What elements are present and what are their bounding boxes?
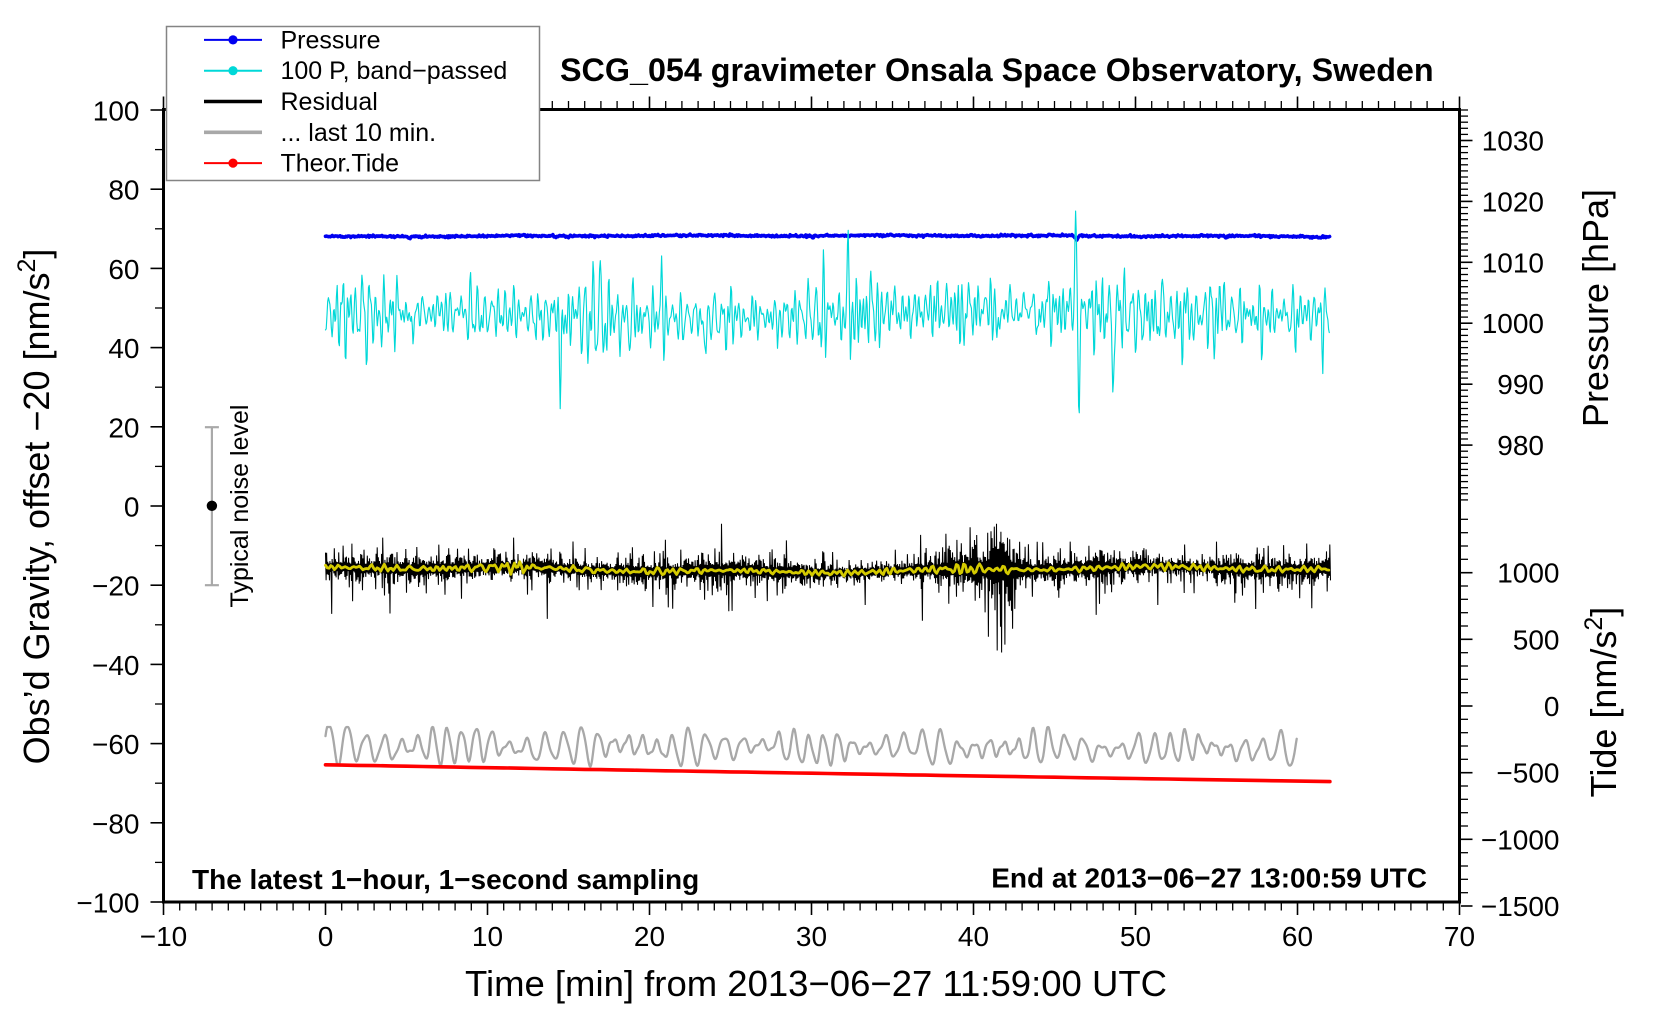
- svg-text:−60: −60: [92, 729, 140, 760]
- svg-text:0: 0: [124, 492, 140, 523]
- svg-text:500: 500: [1513, 624, 1560, 655]
- svg-text:100 P, band−passed: 100 P, band−passed: [281, 57, 508, 85]
- svg-text:SCG_054 gravimeter Onsala Spac: SCG_054 gravimeter Onsala Space Observat…: [560, 52, 1434, 88]
- svg-text:0: 0: [318, 921, 334, 952]
- svg-text:−80: −80: [92, 808, 140, 839]
- svg-text:End at 2013−06−27 13:00:59 UTC: End at 2013−06−27 13:00:59 UTC: [991, 863, 1427, 894]
- svg-text:Residual: Residual: [281, 88, 378, 116]
- svg-text:1010: 1010: [1482, 247, 1544, 278]
- svg-text:−1000: −1000: [1481, 824, 1560, 855]
- svg-text:80: 80: [108, 175, 139, 206]
- svg-text:60: 60: [108, 254, 139, 285]
- svg-text:−10: −10: [140, 921, 188, 952]
- svg-text:30: 30: [796, 921, 827, 952]
- svg-text:... last 10 min.: ... last 10 min.: [281, 119, 437, 147]
- svg-text:40: 40: [108, 333, 139, 364]
- svg-text:−20: −20: [92, 571, 140, 602]
- svg-text:−500: −500: [1496, 758, 1559, 789]
- svg-text:10: 10: [472, 921, 503, 952]
- svg-text:100: 100: [93, 96, 140, 127]
- svg-text:Pressure [hPa]: Pressure [hPa]: [1575, 189, 1616, 427]
- svg-text:20: 20: [634, 921, 665, 952]
- svg-text:Theor.Tide: Theor.Tide: [281, 150, 400, 178]
- svg-text:Tide [nm/s2]: Tide [nm/s2]: [1580, 607, 1624, 798]
- svg-text:990: 990: [1497, 369, 1544, 400]
- svg-text:−1500: −1500: [1481, 891, 1560, 922]
- svg-text:Obs’d Gravity, offset −20 [nm/: Obs’d Gravity, offset −20 [nm/s2]: [13, 249, 57, 765]
- svg-text:1020: 1020: [1482, 186, 1544, 217]
- svg-text:50: 50: [1120, 921, 1151, 952]
- svg-text:0: 0: [1544, 691, 1560, 722]
- svg-text:40: 40: [958, 921, 989, 952]
- svg-text:70: 70: [1444, 921, 1475, 952]
- svg-text:−40: −40: [92, 650, 140, 681]
- svg-text:980: 980: [1497, 430, 1544, 461]
- svg-text:20: 20: [108, 412, 139, 443]
- svg-text:Time [min] from 2013−06−27 11:: Time [min] from 2013−06−27 11:59:00 UTC: [465, 963, 1167, 1004]
- svg-text:Pressure: Pressure: [281, 26, 381, 54]
- svg-text:The latest 1−hour, 1−second sa: The latest 1−hour, 1−second sampling: [192, 864, 699, 895]
- svg-text:−100: −100: [76, 888, 139, 919]
- svg-text:1000: 1000: [1482, 308, 1544, 339]
- svg-text:1000: 1000: [1497, 558, 1559, 589]
- svg-text:Typical noise level: Typical noise level: [226, 405, 254, 608]
- svg-text:1030: 1030: [1482, 126, 1544, 157]
- svg-text:60: 60: [1282, 921, 1313, 952]
